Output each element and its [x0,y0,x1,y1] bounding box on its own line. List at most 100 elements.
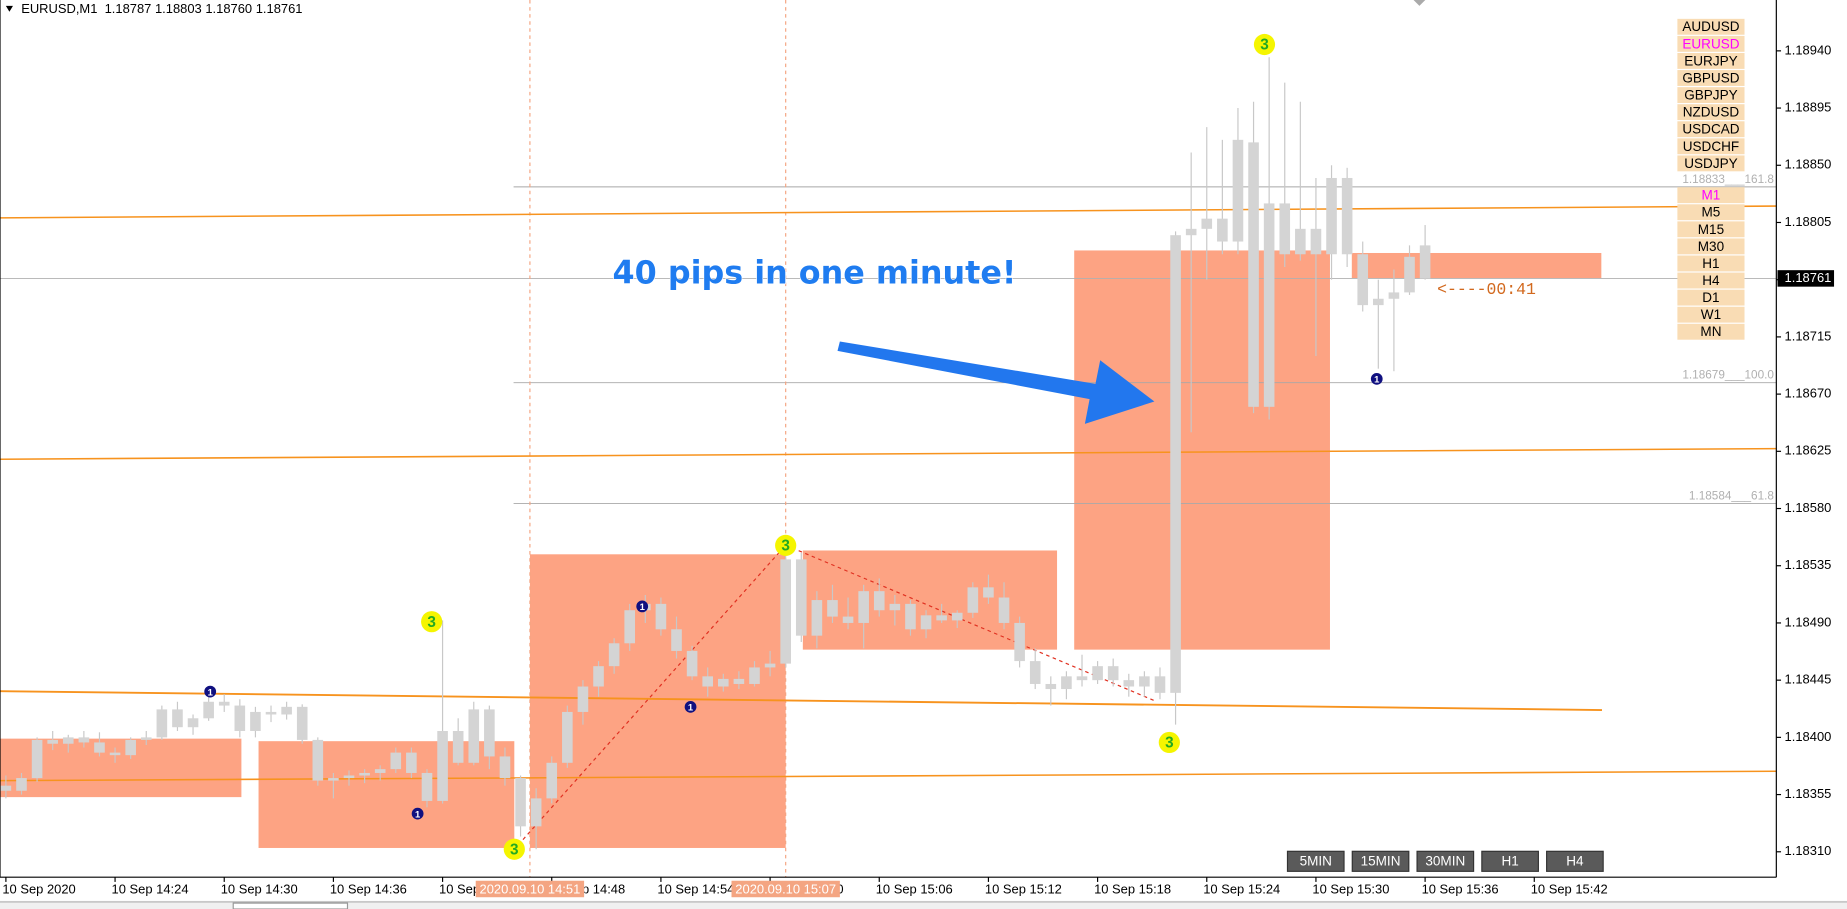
x-tick-label: 10 Sep 15:42 [1531,882,1608,897]
candle-body [0,785,12,791]
period-button[interactable] [1481,850,1539,872]
y-tick-label: 1.18805 [1785,214,1832,229]
signal-marker [411,807,424,820]
symbol-label[interactable]: NZDUSD [1683,105,1740,120]
symbol-button[interactable] [1677,138,1745,155]
timeframe-label[interactable]: D1 [1702,290,1719,305]
x-tick-label: 10 Sep 15:30 [1312,882,1389,897]
symbol-button[interactable] [1677,18,1745,35]
timeframe-button[interactable] [1677,187,1745,204]
timeframe-label[interactable]: M30 [1698,239,1724,254]
scroll-marker [1413,0,1426,6]
trend-line [0,690,1603,711]
candle-body [998,597,1010,623]
y-tick-label: 1.18310 [1785,843,1832,858]
symbol-label[interactable]: USDCAD [1682,122,1739,137]
period-button[interactable] [1546,850,1604,872]
timeframe-label[interactable]: MN [1700,324,1721,339]
candle-body [187,718,199,728]
period-button-label[interactable]: 30MIN [1425,853,1465,868]
period-button[interactable] [1416,850,1475,872]
timeframe-label[interactable]: W1 [1701,307,1721,322]
symbol-label[interactable]: GBPUSD [1682,70,1739,85]
timeframe-label[interactable]: M15 [1698,222,1724,237]
symbol-button[interactable] [1677,155,1745,172]
symbol-label[interactable]: EURJPY [1684,53,1737,68]
symbol-button[interactable] [1677,52,1745,69]
candle-body [1154,676,1166,693]
timeframe-label[interactable]: M1 [1702,188,1721,203]
candle-body [156,709,168,738]
tab[interactable] [232,902,349,909]
timeframe-button[interactable] [1677,306,1745,323]
timeframe-button[interactable] [1677,238,1745,255]
y-tick-label: 1.18715 [1785,328,1832,343]
symbol-label[interactable]: AUDUSD [1682,19,1739,34]
fib-level-label: 1.18833___161.8 [1682,173,1774,186]
x-tick-label: 10 Sep 2020 [2,882,75,897]
timeframe-button[interactable] [1677,204,1745,221]
candle-body [577,686,589,712]
timeframe-button[interactable] [1677,272,1745,289]
period-button-label[interactable]: H4 [1566,853,1584,868]
timeframe-button[interactable] [1677,323,1745,340]
symbol-label[interactable]: EURUSD [1682,36,1739,51]
y-tick-label: 1.18670 [1785,386,1832,401]
signal-label: 1 [415,808,420,819]
candle-body [468,709,480,763]
candle-body [484,709,495,757]
candle-body [951,612,963,621]
candle-body [1123,680,1135,687]
symbol-label[interactable]: USDJPY [1684,156,1737,171]
candle-body [421,772,433,801]
trend-line [0,205,1777,219]
menu-triangle[interactable] [5,5,13,12]
timeframe-label[interactable]: H4 [1702,273,1720,288]
timeframe-button[interactable] [1677,255,1745,272]
symbol-button[interactable] [1677,121,1745,138]
last-price-label: 1.18761 [1785,270,1832,285]
period-button-label[interactable]: 15MIN [1361,853,1401,868]
symbol-button[interactable] [1677,87,1745,104]
candle-body [250,711,261,732]
candle-body [1014,622,1025,662]
candle-body [109,752,121,756]
signal-marker [684,700,697,713]
candle-body [1326,177,1337,255]
x-tick-label: 10 Sep 14:36 [330,882,407,897]
timeframe-label[interactable]: M5 [1702,205,1721,220]
timeframe-button[interactable] [1677,289,1745,306]
candle-body [889,603,901,611]
candle-body [1139,676,1150,687]
symbol-button[interactable] [1677,70,1745,86]
candle-body [515,778,526,827]
candle-body [655,603,667,630]
period-button-label[interactable]: 5MIN [1300,853,1332,868]
signal-label: 1 [1374,374,1379,385]
indicator-lines [0,205,1777,851]
symbol-button[interactable] [1677,35,1745,52]
period-button[interactable] [1351,850,1410,872]
period-button[interactable] [1286,850,1345,872]
x-tick-label: 10 Sep 15:06 [876,882,953,897]
signal-label: 3 [1260,37,1269,54]
symbol-label[interactable]: USDCHF [1683,139,1739,154]
candle-body [1388,292,1400,299]
symbol-button[interactable] [1677,104,1745,121]
timeframe-button[interactable] [1677,221,1745,238]
signal-marker [1158,731,1180,754]
candle-body [218,701,230,706]
candle-body [936,615,947,621]
candle-body [858,591,869,623]
candle-body [296,706,308,740]
y-tick-label: 1.18355 [1785,786,1832,801]
time-marker-tag [475,880,585,898]
candle-body [983,587,994,598]
candle-body [172,709,183,728]
timeframe-label[interactable]: H1 [1702,256,1719,271]
symbol-label[interactable]: GBPJPY [1684,88,1737,103]
period-button-label[interactable]: H1 [1501,853,1518,868]
signal-label: 1 [640,601,645,612]
candle-body [1248,142,1259,407]
